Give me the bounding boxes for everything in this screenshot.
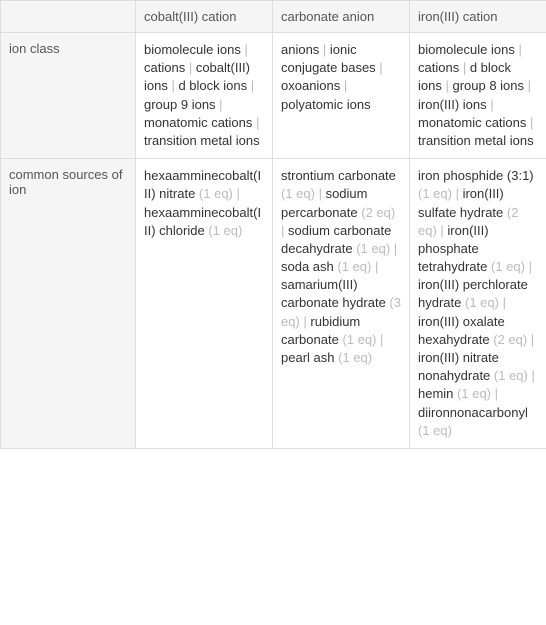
- table-cell: iron phosphide (3:1) (1 eq) | iron(III) …: [410, 159, 546, 449]
- cell-item: hexaamminecobalt(III) chloride: [144, 205, 261, 238]
- cell-item: soda ash: [281, 259, 334, 274]
- cell-item: strontium carbonate: [281, 168, 396, 183]
- cell-item-eq: (1 eq): [418, 423, 452, 438]
- separator: |: [371, 259, 378, 274]
- table-cell: anions | ionic conjugate bases | oxoanio…: [273, 33, 410, 159]
- cell-content: anions | ionic conjugate bases | oxoanio…: [281, 41, 401, 114]
- separator: |: [376, 332, 383, 347]
- cell-item: d block ions: [178, 78, 247, 93]
- table-row: ion classbiomolecule ions | cations | co…: [1, 33, 546, 159]
- cell-item: monatomic cations: [418, 115, 526, 130]
- cell-item: cations: [144, 60, 185, 75]
- cell-item: samarium(III) carbonate hydrate: [281, 277, 386, 310]
- separator: |: [319, 42, 330, 57]
- cell-item: anions: [281, 42, 319, 57]
- cell-item: pearl ash: [281, 350, 334, 365]
- cell-item-eq: (1 eq): [465, 295, 499, 310]
- cell-item-eq: (1 eq): [208, 223, 242, 238]
- separator: |: [525, 259, 532, 274]
- separator: |: [281, 223, 288, 238]
- separator: |: [376, 60, 383, 75]
- separator: |: [452, 186, 463, 201]
- cell-item: polyatomic ions: [281, 97, 371, 112]
- cell-item: oxoanions: [281, 78, 340, 93]
- data-table: cobalt(III) cation carbonate anion iron(…: [0, 0, 546, 449]
- cell-item: transition metal ions: [418, 133, 534, 148]
- cell-item: diironnonacarbonyl: [418, 405, 528, 420]
- table-cell: hexaamminecobalt(III) nitrate (1 eq) | h…: [136, 159, 273, 449]
- cell-item: iron phosphide (3:1): [418, 168, 534, 183]
- cell-item: monatomic cations: [144, 115, 252, 130]
- table-cell: strontium carbonate (1 eq) | sodium perc…: [273, 159, 410, 449]
- cell-item: cations: [418, 60, 459, 75]
- cell-item-eq: (1 eq): [418, 186, 452, 201]
- cell-content: iron phosphide (3:1) (1 eq) | iron(III) …: [418, 167, 538, 440]
- table-body: ion classbiomolecule ions | cations | co…: [1, 33, 546, 449]
- cell-item-eq: (1 eq): [199, 186, 233, 201]
- separator: |: [315, 186, 326, 201]
- separator: |: [442, 78, 453, 93]
- separator: |: [252, 115, 259, 130]
- separator: |: [487, 97, 494, 112]
- separator: |: [241, 42, 248, 57]
- separator: |: [527, 332, 534, 347]
- cell-item-eq: (2 eq): [361, 205, 395, 220]
- separator: |: [491, 386, 498, 401]
- header-col2: carbonate anion: [273, 1, 410, 33]
- separator: |: [300, 314, 311, 329]
- cell-content: biomolecule ions | cations | cobalt(III)…: [144, 41, 264, 150]
- cell-item: biomolecule ions: [144, 42, 241, 57]
- cell-item: hemin: [418, 386, 453, 401]
- separator: |: [185, 60, 196, 75]
- separator: |: [526, 115, 533, 130]
- cell-item: group 9 ions: [144, 97, 216, 112]
- separator: |: [528, 368, 535, 383]
- cell-content: hexaamminecobalt(III) nitrate (1 eq) | h…: [144, 167, 264, 240]
- separator: |: [247, 78, 254, 93]
- cell-item-eq: (1 eq): [356, 241, 390, 256]
- cell-item-eq: (2 eq): [493, 332, 527, 347]
- table-cell: biomolecule ions | cations | d block ion…: [410, 33, 546, 159]
- table-row: common sources of ionhexaamminecobalt(II…: [1, 159, 546, 449]
- cell-item: transition metal ions: [144, 133, 260, 148]
- cell-item: iron(III) oxalate hexahydrate: [418, 314, 505, 347]
- separator: |: [459, 60, 470, 75]
- separator: |: [499, 295, 506, 310]
- cell-item-eq: (1 eq): [494, 368, 528, 383]
- cell-item: group 8 ions: [452, 78, 524, 93]
- header-col3: iron(III) cation: [410, 1, 546, 33]
- separator: |: [340, 78, 347, 93]
- cell-item: iron(III) nitrate nonahydrate: [418, 350, 499, 383]
- cell-item: iron(III) ions: [418, 97, 487, 112]
- separator: |: [216, 97, 223, 112]
- separator: |: [515, 42, 522, 57]
- cell-content: strontium carbonate (1 eq) | sodium perc…: [281, 167, 401, 367]
- cell-item-eq: (1 eq): [342, 332, 376, 347]
- cell-item-eq: (1 eq): [457, 386, 491, 401]
- row-label: ion class: [1, 33, 136, 159]
- separator: |: [168, 78, 179, 93]
- separator: |: [233, 186, 240, 201]
- table-cell: biomolecule ions | cations | cobalt(III)…: [136, 33, 273, 159]
- header-row: cobalt(III) cation carbonate anion iron(…: [1, 1, 546, 33]
- cell-item: biomolecule ions: [418, 42, 515, 57]
- cell-item-eq: (1 eq): [337, 259, 371, 274]
- separator: |: [390, 241, 397, 256]
- cell-item-eq: (1 eq): [491, 259, 525, 274]
- separator: |: [437, 223, 448, 238]
- cell-item-eq: (1 eq): [281, 186, 315, 201]
- row-label: common sources of ion: [1, 159, 136, 449]
- header-col1: cobalt(III) cation: [136, 1, 273, 33]
- separator: |: [524, 78, 531, 93]
- cell-item-eq: (1 eq): [338, 350, 372, 365]
- cell-content: biomolecule ions | cations | d block ion…: [418, 41, 538, 150]
- header-blank: [1, 1, 136, 33]
